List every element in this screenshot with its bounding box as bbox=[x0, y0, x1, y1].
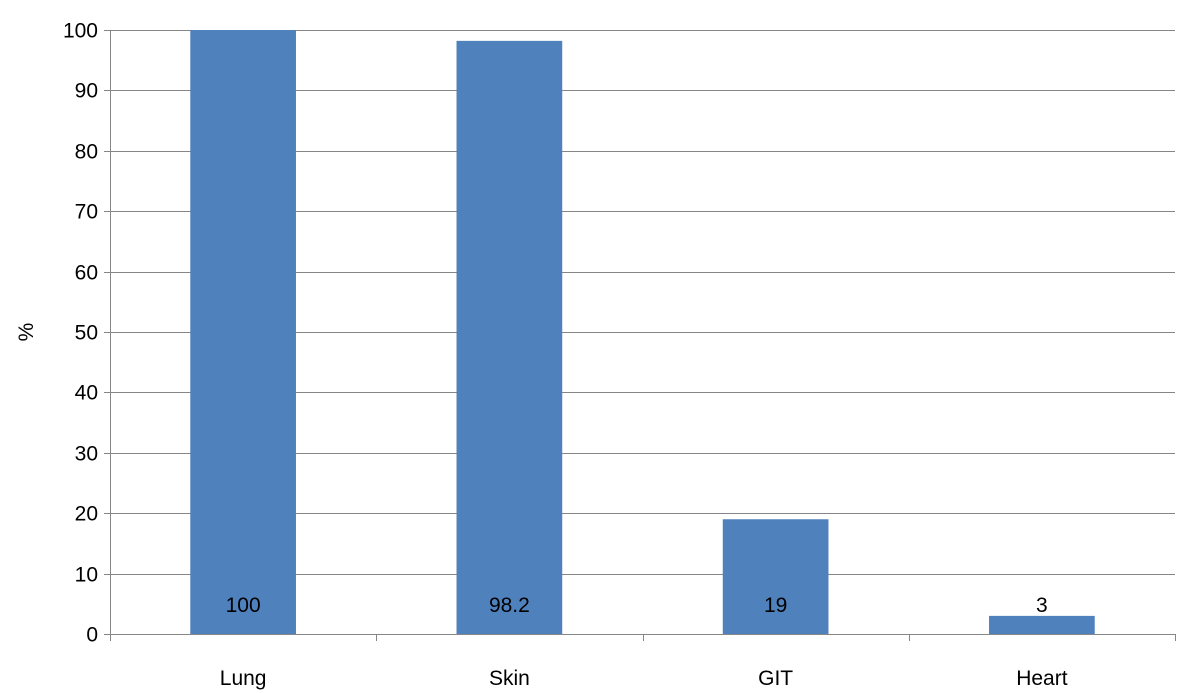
axes bbox=[104, 30, 1176, 641]
x-tick-label-heart: Heart bbox=[1016, 667, 1068, 690]
x-tick-label-skin: Skin bbox=[489, 667, 530, 690]
bar-heart bbox=[989, 615, 1095, 634]
x-tick-label-git: GIT bbox=[758, 667, 793, 690]
y-tick-label: 80 bbox=[75, 141, 98, 164]
x-tick-label-lung: Lung bbox=[220, 667, 267, 690]
bar-git bbox=[722, 519, 829, 634]
y-tick-label: 20 bbox=[75, 503, 98, 526]
y-tick-label: 100 bbox=[63, 20, 98, 43]
y-tick-label: 50 bbox=[75, 322, 98, 345]
y-tick-label: 10 bbox=[75, 564, 98, 587]
y-axis-title: % bbox=[15, 323, 38, 342]
y-tick-label: 30 bbox=[75, 443, 98, 466]
y-tick-label: 70 bbox=[75, 201, 98, 224]
data-label-lung: 100 bbox=[226, 594, 261, 617]
bars bbox=[190, 30, 1095, 634]
y-tick-label: 90 bbox=[75, 80, 98, 103]
data-label-git: 19 bbox=[764, 594, 787, 617]
y-tick-label: 0 bbox=[86, 624, 98, 647]
bar-skin bbox=[456, 40, 563, 634]
labels: 0 10 20 30 40 50 60 70 80 90 100 100 Lung 98.2 Skin 19 G… bbox=[63, 20, 1068, 691]
data-label-heart: 3 bbox=[1036, 594, 1048, 617]
y-tick-label: 60 bbox=[75, 262, 98, 285]
y-tick-label: 40 bbox=[75, 382, 98, 405]
bar-lung bbox=[190, 30, 296, 634]
data-label-skin: 98.2 bbox=[489, 594, 530, 617]
